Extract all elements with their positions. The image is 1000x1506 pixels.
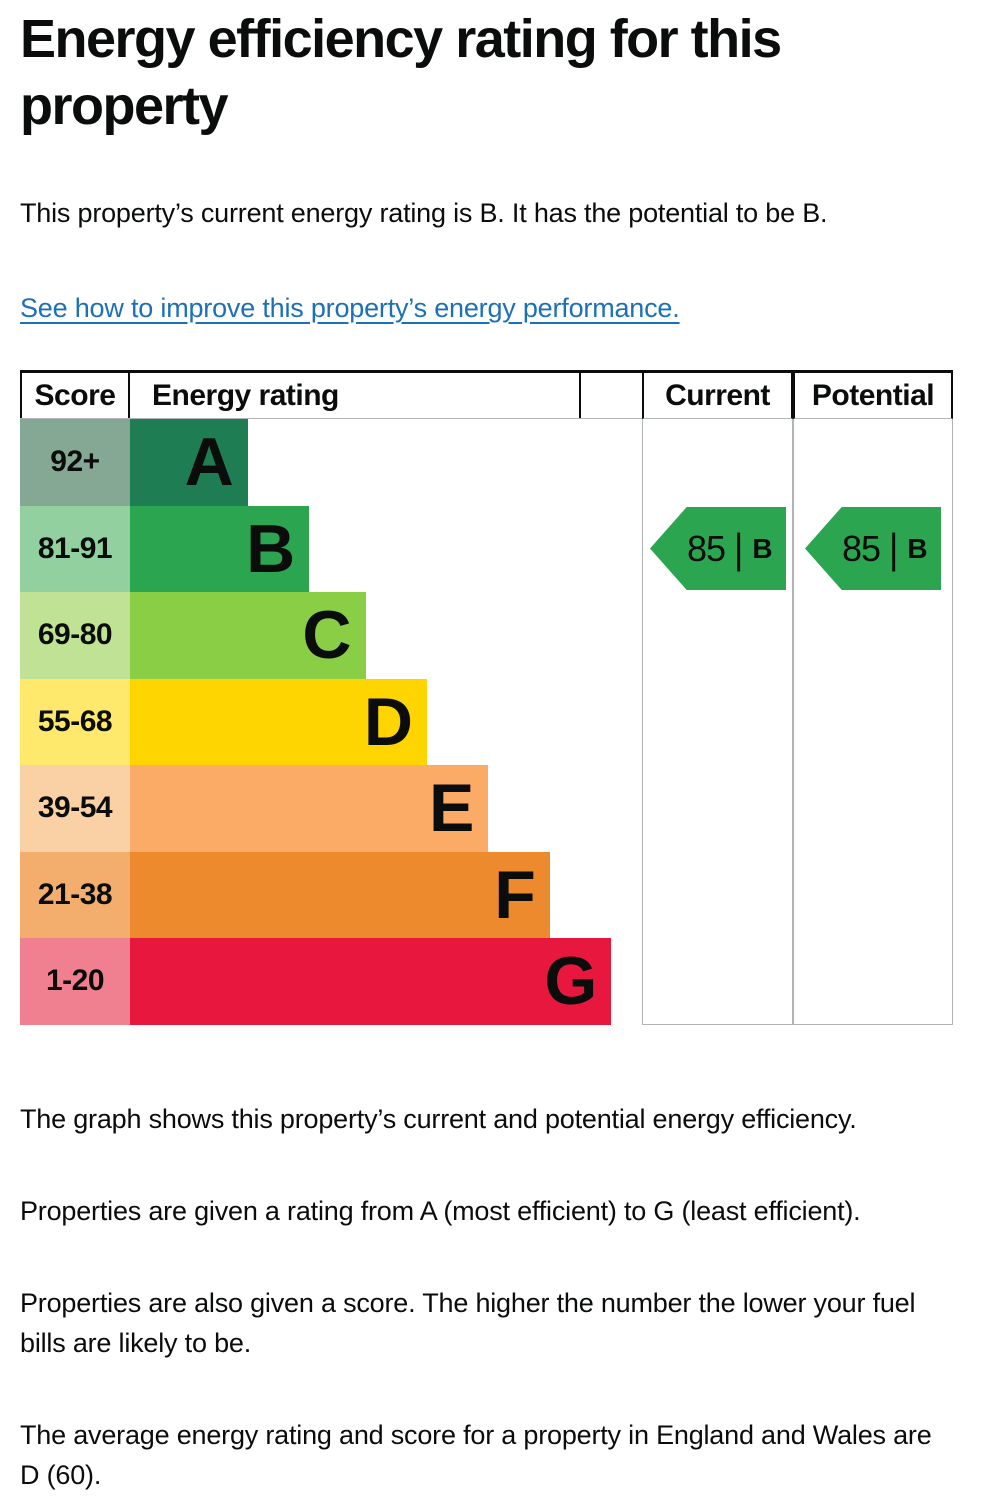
band-letter: F bbox=[494, 856, 536, 933]
improve-performance-link[interactable]: See how to improve this property’s energ… bbox=[20, 293, 680, 323]
band-bar: F bbox=[130, 851, 550, 938]
band-row-c: 69-80 C bbox=[20, 592, 642, 679]
score-band-divider: | bbox=[734, 524, 744, 572]
band-letter: A bbox=[184, 424, 234, 501]
band-bar-track: B bbox=[130, 505, 642, 592]
band-bar-track: C bbox=[130, 592, 642, 679]
description-paragraph: Properties are also given a score. The h… bbox=[20, 1287, 916, 1358]
column-header-energy-rating: Energy rating bbox=[130, 373, 581, 418]
band-letter: B bbox=[246, 510, 296, 587]
column-header-current: Current bbox=[642, 373, 793, 419]
band-score-range: 21-38 bbox=[20, 851, 130, 938]
potential-column: Potential 85 | B bbox=[793, 373, 953, 1025]
potential-rating-arrow: 85 | B bbox=[805, 507, 941, 590]
band-letter: C bbox=[302, 597, 352, 674]
current-column: Current 85 | B bbox=[642, 373, 793, 1025]
band-bar-track: E bbox=[130, 765, 642, 852]
band-row-b: 81-91 B bbox=[20, 505, 642, 592]
description-paragraph: The average energy rating and score for … bbox=[20, 1419, 932, 1490]
band-row-g: 1-20 G bbox=[20, 938, 642, 1025]
band-row-f: 21-38 F bbox=[20, 851, 642, 938]
band-row-e: 39-54 E bbox=[20, 765, 642, 852]
band-bar-track: D bbox=[130, 678, 642, 765]
band-bar-track: A bbox=[130, 419, 642, 506]
current-score: 85 bbox=[687, 527, 726, 569]
rating-table: Score Energy rating 92+ A 81-91 B bbox=[20, 373, 642, 1025]
band-score-range: 55-68 bbox=[20, 678, 130, 765]
column-header-potential: Potential bbox=[793, 373, 953, 419]
current-rating-arrow: 85 | B bbox=[650, 507, 786, 590]
band-score-range: 81-91 bbox=[20, 505, 130, 592]
description-paragraph: Properties are given a rating from A (mo… bbox=[20, 1195, 861, 1226]
band-bar-track: F bbox=[130, 851, 642, 938]
column-header-energy-rating-cell: Energy rating bbox=[130, 373, 642, 418]
description-paragraph: The graph shows this property’s current … bbox=[20, 1103, 857, 1134]
potential-score: 85 bbox=[842, 527, 881, 569]
improve-link-row: See how to improve this property’s energ… bbox=[20, 288, 950, 328]
epc-page: Energy efficiency rating for this proper… bbox=[20, 6, 953, 1495]
score-band-divider: | bbox=[889, 524, 899, 572]
band-letter: G bbox=[544, 943, 598, 1020]
band-score-range: 69-80 bbox=[20, 592, 130, 679]
band-bar: B bbox=[130, 505, 310, 592]
band-bar-track: G bbox=[130, 938, 642, 1025]
column-header-score: Score bbox=[20, 373, 130, 418]
band-bar: C bbox=[130, 592, 366, 679]
band-score-range: 92+ bbox=[20, 419, 130, 506]
page-title: Energy efficiency rating for this proper… bbox=[20, 9, 782, 136]
potential-band-letter: B bbox=[907, 532, 928, 564]
chart-description: The graph shows this property’s current … bbox=[20, 1099, 950, 1495]
band-bar: A bbox=[130, 419, 248, 506]
band-row-a: 92+ A bbox=[20, 419, 642, 506]
band-letter: E bbox=[429, 770, 475, 847]
table-header-row: Score Energy rating bbox=[20, 373, 642, 419]
band-score-range: 1-20 bbox=[20, 938, 130, 1025]
band-row-d: 55-68 D bbox=[20, 678, 642, 765]
current-band-letter: B bbox=[752, 532, 773, 564]
current-rating-panel: 85 | B bbox=[642, 419, 793, 1025]
current-rating-summary: This property’s current energy rating is… bbox=[20, 198, 828, 228]
band-bar: G bbox=[130, 938, 612, 1025]
energy-rating-chart: Score Energy rating 92+ A 81-91 B bbox=[20, 370, 953, 1025]
band-score-range: 39-54 bbox=[20, 765, 130, 852]
potential-rating-panel: 85 | B bbox=[793, 419, 953, 1025]
band-bar: D bbox=[130, 678, 427, 765]
band-bar: E bbox=[130, 765, 489, 852]
band-letter: D bbox=[363, 683, 413, 760]
